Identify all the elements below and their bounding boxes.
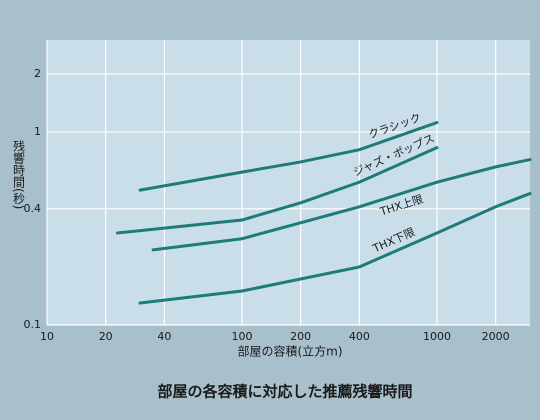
line-series (116, 146, 439, 235)
x-tick-label: 400 (349, 330, 370, 343)
x-tick-label: 20 (99, 330, 113, 343)
x-tick-label: 200 (290, 330, 311, 343)
y-tick-label: 0.4 (24, 202, 42, 215)
line-series (138, 192, 532, 305)
x-tick-label: 2000 (482, 330, 510, 343)
plot-area (47, 40, 530, 325)
x-axis-label: 部屋の容積(立方m) (237, 344, 342, 359)
y-tick-label: 0.1 (24, 318, 42, 331)
y-tick-label: 1 (34, 125, 41, 138)
line-series (151, 158, 532, 252)
line-series (138, 121, 439, 192)
x-tick-label: 100 (231, 330, 252, 343)
chart-title: 部屋の各容積に対応した推薦残響時間 (157, 383, 412, 401)
x-tick-label: 40 (157, 330, 171, 343)
x-tick-label: 10 (40, 330, 54, 343)
y-tick-label: 2 (34, 67, 41, 80)
x-tick-label: 1000 (423, 330, 451, 343)
y-axis-label: 残響時間(秒) (12, 140, 26, 210)
